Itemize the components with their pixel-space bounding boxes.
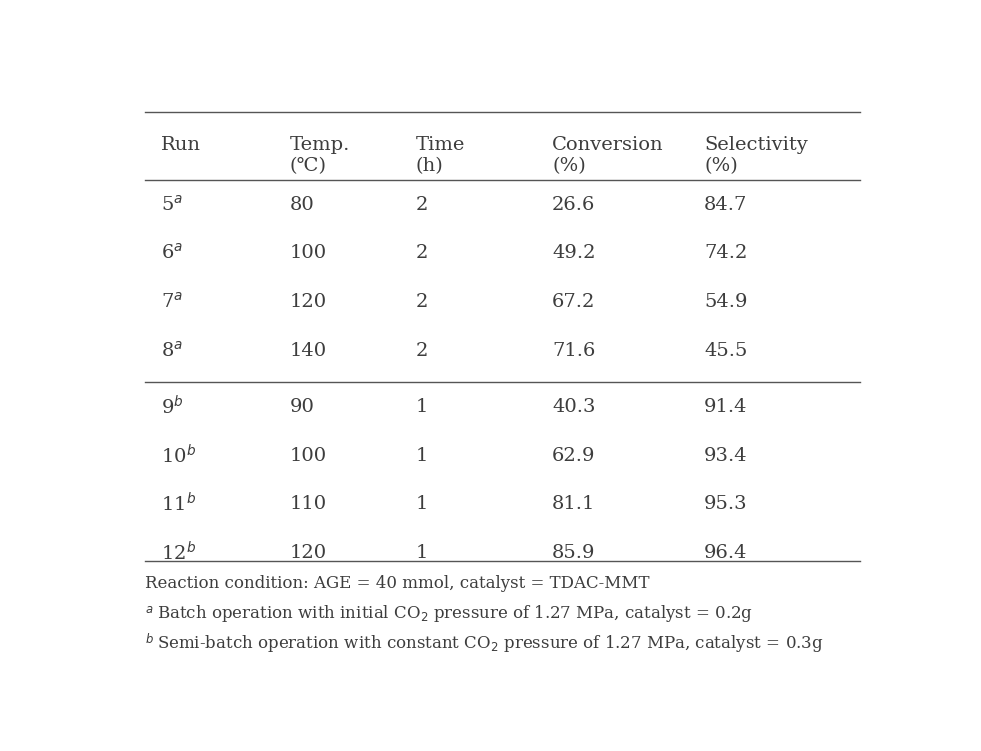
- Text: (%): (%): [552, 158, 586, 176]
- Text: 7$^a$: 7$^a$: [161, 292, 182, 312]
- Text: 140: 140: [290, 342, 327, 360]
- Text: 67.2: 67.2: [552, 293, 595, 311]
- Text: 85.9: 85.9: [552, 544, 595, 562]
- Text: 1: 1: [415, 544, 428, 562]
- Text: Time: Time: [415, 136, 465, 154]
- Text: Temp.: Temp.: [290, 136, 350, 154]
- Text: 1: 1: [415, 495, 428, 513]
- Text: Selectivity: Selectivity: [704, 136, 808, 154]
- Text: Semi-batch operation with constant CO$_2$ pressure of 1.27 MPa, catalyst = 0.3g: Semi-batch operation with constant CO$_2…: [157, 633, 823, 654]
- Text: 80: 80: [290, 195, 315, 213]
- Text: Run: Run: [161, 136, 201, 154]
- Text: 84.7: 84.7: [704, 195, 748, 213]
- Text: 6$^a$: 6$^a$: [161, 243, 182, 263]
- Text: 120: 120: [290, 544, 327, 562]
- Text: 12$^b$: 12$^b$: [161, 541, 195, 564]
- Text: 11$^b$: 11$^b$: [161, 493, 195, 516]
- Text: $^a$: $^a$: [145, 605, 154, 622]
- Text: 8$^a$: 8$^a$: [161, 341, 182, 361]
- Text: 2: 2: [415, 293, 428, 311]
- Text: 90: 90: [290, 398, 315, 416]
- Text: 54.9: 54.9: [704, 293, 748, 311]
- Text: 93.4: 93.4: [704, 447, 748, 465]
- Text: 100: 100: [290, 447, 327, 465]
- Text: 100: 100: [290, 244, 327, 262]
- Text: $^b$: $^b$: [145, 635, 154, 652]
- Text: 2: 2: [415, 342, 428, 360]
- Text: 26.6: 26.6: [552, 195, 595, 213]
- Text: 91.4: 91.4: [704, 398, 748, 416]
- Text: 40.3: 40.3: [552, 398, 595, 416]
- Text: 62.9: 62.9: [552, 447, 595, 465]
- Text: Reaction condition: AGE = 40 mmol, catalyst = TDAC-MMT: Reaction condition: AGE = 40 mmol, catal…: [145, 575, 650, 592]
- Text: (℃): (℃): [290, 158, 327, 176]
- Text: Conversion: Conversion: [552, 136, 664, 154]
- Text: 110: 110: [290, 495, 327, 513]
- Text: 96.4: 96.4: [704, 544, 748, 562]
- Text: 1: 1: [415, 447, 428, 465]
- Text: 1: 1: [415, 398, 428, 416]
- Text: 9$^b$: 9$^b$: [161, 396, 183, 418]
- Text: 2: 2: [415, 195, 428, 213]
- Text: 2: 2: [415, 244, 428, 262]
- Text: 71.6: 71.6: [552, 342, 595, 360]
- Text: 45.5: 45.5: [704, 342, 748, 360]
- Text: 10$^b$: 10$^b$: [161, 444, 195, 467]
- Text: 5$^a$: 5$^a$: [161, 195, 182, 215]
- Text: 74.2: 74.2: [704, 244, 748, 262]
- Text: 81.1: 81.1: [552, 495, 595, 513]
- Text: 95.3: 95.3: [704, 495, 748, 513]
- Text: (h): (h): [415, 158, 443, 176]
- Text: (%): (%): [704, 158, 738, 176]
- Text: 49.2: 49.2: [552, 244, 595, 262]
- Text: 120: 120: [290, 293, 327, 311]
- Text: Batch operation with initial CO$_2$ pressure of 1.27 MPa, catalyst = 0.2g: Batch operation with initial CO$_2$ pres…: [157, 603, 752, 624]
